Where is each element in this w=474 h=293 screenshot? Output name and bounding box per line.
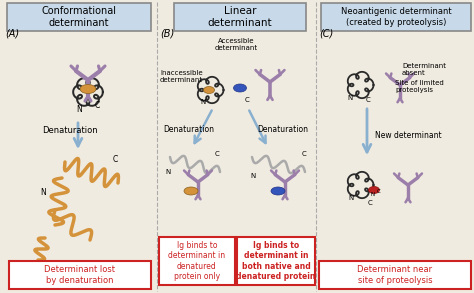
FancyBboxPatch shape	[174, 3, 306, 31]
Text: C: C	[377, 189, 381, 194]
Text: Conformational
determinant: Conformational determinant	[42, 6, 117, 28]
Text: Inaccessible
determinant: Inaccessible determinant	[160, 70, 203, 83]
Text: Denaturation: Denaturation	[42, 126, 98, 135]
Text: Determinant near
site of proteolysis: Determinant near site of proteolysis	[357, 265, 433, 285]
Text: Determinant
absent: Determinant absent	[402, 63, 446, 76]
Text: Ig binds to
determinant in
both native and
denatured protein: Ig binds to determinant in both native a…	[237, 241, 316, 281]
Text: C: C	[302, 151, 307, 157]
Ellipse shape	[184, 187, 198, 195]
Text: Denaturation: Denaturation	[163, 125, 214, 134]
Ellipse shape	[234, 84, 246, 92]
Text: N: N	[250, 173, 255, 179]
Text: C: C	[366, 97, 371, 103]
FancyBboxPatch shape	[237, 237, 315, 285]
Text: N: N	[348, 195, 353, 201]
Text: Neoantigenic determinant
(created by proteolysis): Neoantigenic determinant (created by pro…	[341, 7, 451, 27]
Text: N: N	[76, 105, 82, 114]
Ellipse shape	[368, 187, 380, 193]
Ellipse shape	[203, 86, 215, 93]
Text: C: C	[215, 151, 220, 157]
Text: N: N	[347, 95, 352, 101]
Text: N: N	[40, 188, 46, 197]
Text: (B): (B)	[160, 29, 174, 39]
Text: Denaturation: Denaturation	[257, 125, 308, 134]
FancyBboxPatch shape	[9, 261, 151, 289]
FancyBboxPatch shape	[159, 237, 235, 285]
FancyBboxPatch shape	[321, 3, 471, 31]
FancyBboxPatch shape	[319, 261, 471, 289]
Text: C: C	[368, 200, 373, 206]
Text: New determinant: New determinant	[375, 131, 442, 140]
Text: (A): (A)	[5, 29, 19, 39]
Text: Linear
determinant: Linear determinant	[208, 6, 272, 28]
Text: C: C	[113, 155, 118, 164]
Ellipse shape	[271, 187, 285, 195]
Text: Ig binds to
determinant in
denatured
protein only: Ig binds to determinant in denatured pro…	[168, 241, 226, 281]
Text: (C): (C)	[319, 29, 333, 39]
FancyBboxPatch shape	[7, 3, 151, 31]
Text: N: N	[165, 169, 170, 175]
Text: C: C	[245, 97, 250, 103]
Text: Accessible
determinant: Accessible determinant	[215, 38, 258, 51]
Text: N: N	[200, 99, 205, 105]
Text: N: N	[371, 192, 375, 197]
Ellipse shape	[80, 84, 96, 93]
Text: Determinant lost
by denaturation: Determinant lost by denaturation	[45, 265, 116, 285]
Text: C: C	[95, 101, 100, 110]
Text: Site of limited
proteolysis: Site of limited proteolysis	[395, 80, 444, 93]
